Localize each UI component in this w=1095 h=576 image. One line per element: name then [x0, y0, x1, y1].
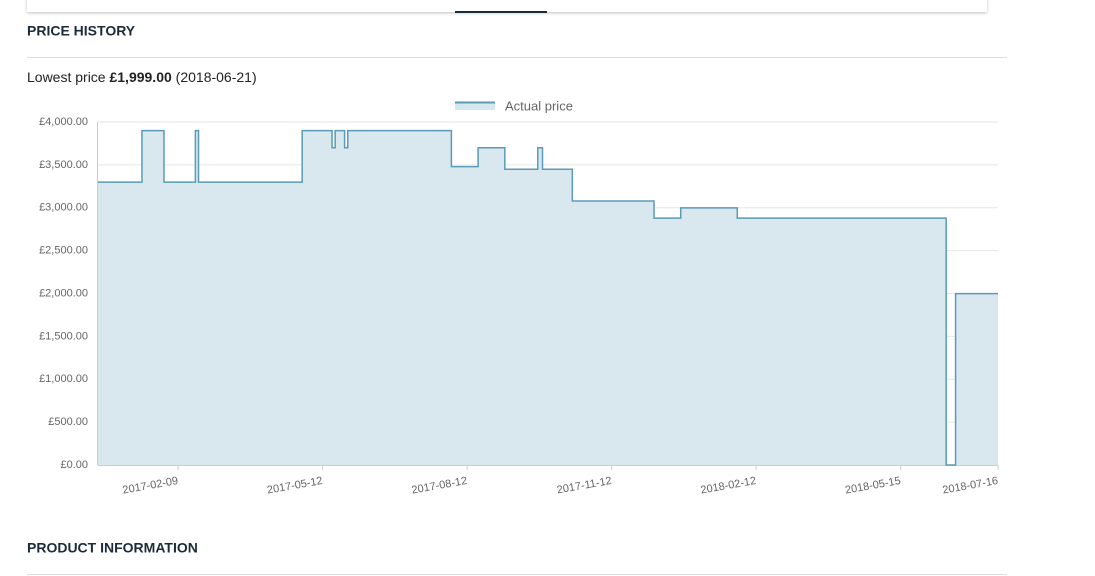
y-tick-label: £500.00	[48, 416, 88, 428]
price-line	[98, 129, 998, 466]
y-tick-label: £1,500.00	[39, 330, 88, 342]
x-tick-label: 2018-02-12	[700, 475, 758, 497]
lowest-price: Lowest price £1,999.00 (2018-06-21)	[27, 69, 257, 85]
y-tick-label: £3,000.00	[39, 202, 88, 214]
x-tick-label: 2017-11-12	[556, 475, 613, 496]
y-tick-label: £2,500.00	[39, 245, 88, 257]
y-tick-label: £3,500.00	[39, 159, 88, 171]
x-tick-label: 2018-07-16	[942, 475, 1000, 497]
x-tick-label: 2017-05-12	[266, 475, 324, 497]
section-title: PRODUCT INFORMATION	[27, 540, 198, 556]
x-tick-label: 2018-05-15	[844, 475, 902, 497]
y-tick-label: £1,000.00	[39, 373, 88, 385]
y-tick-label: £0.00	[60, 459, 88, 471]
lowest-price-date: (2018-06-21)	[176, 69, 257, 85]
lowest-price-value: £1,999.00	[109, 69, 171, 85]
section-title: PRICE HISTORY	[27, 23, 136, 39]
y-tick-label: £2,000.00	[39, 287, 88, 299]
area-fill	[98, 130, 998, 465]
x-tick-label: 2017-08-12	[411, 475, 469, 497]
lowest-price-label: Lowest price	[27, 69, 106, 85]
chart: £0.00 £500.00 £1,000.00 £1,500.00 £2,000.00 £…	[39, 98, 999, 496]
legend-swatch	[455, 102, 495, 110]
tab-card	[27, 0, 987, 12]
legend-label: Actual price	[505, 98, 573, 113]
x-tick-label: 2017-02-09	[122, 475, 180, 497]
y-tick-label: £4,000.00	[39, 116, 88, 128]
